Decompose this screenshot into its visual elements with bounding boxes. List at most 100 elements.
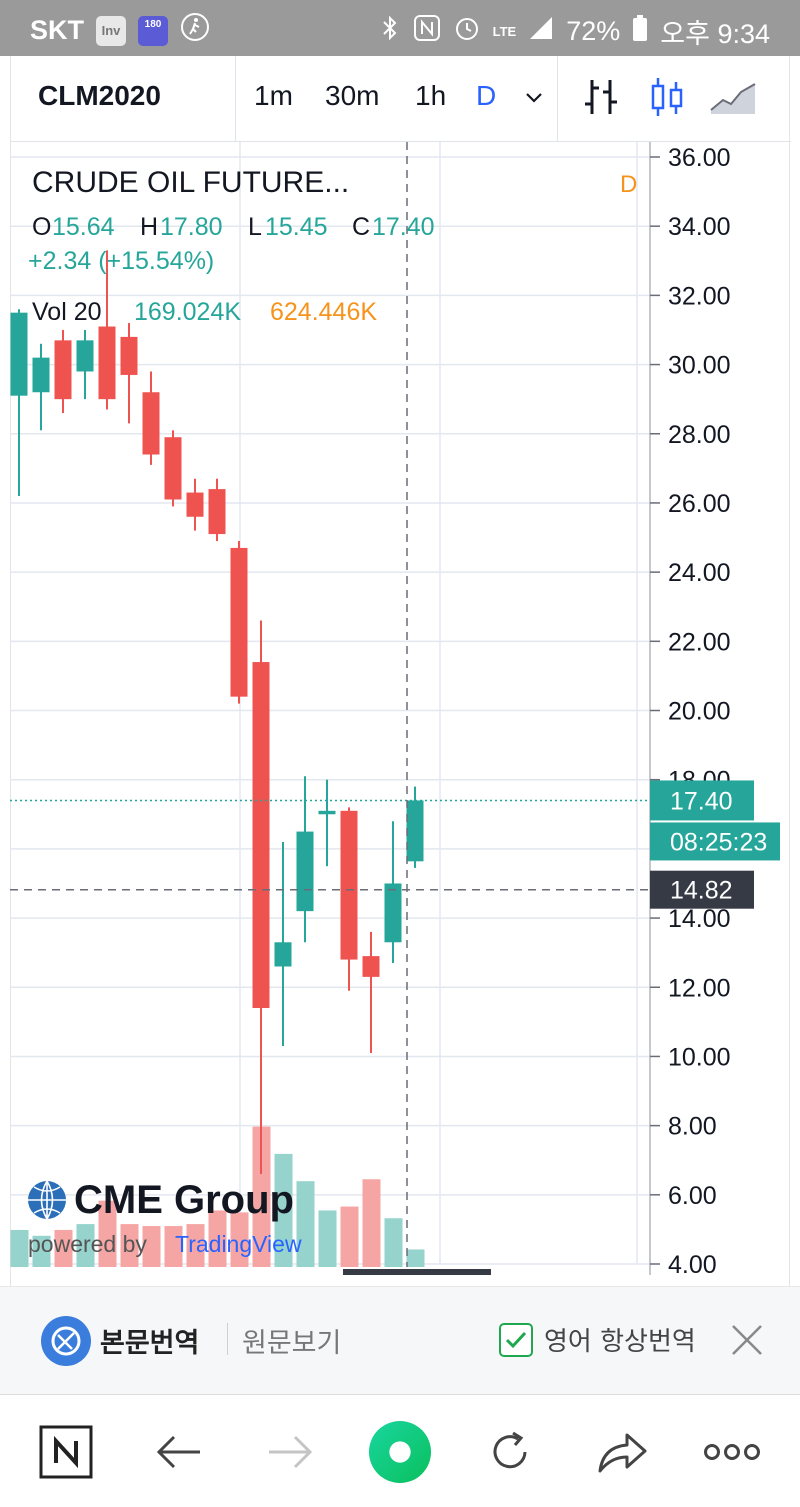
area-icon[interactable]	[709, 74, 757, 125]
time-axis-marker	[343, 1269, 491, 1275]
always-translate-label[interactable]: 영어 항상번역	[544, 1327, 696, 1357]
cme-logo-text: CME Group	[74, 1178, 294, 1222]
price-tick-label: 30.00	[668, 352, 731, 380]
volume-bar	[32, 1235, 51, 1267]
timeframe-30m[interactable]: 30m	[325, 80, 380, 111]
back-icon[interactable]	[147, 1420, 211, 1484]
countdown-label-bg	[650, 822, 780, 861]
candles-icon[interactable]	[647, 74, 687, 125]
translate-logo-icon[interactable]	[40, 1315, 92, 1371]
candle-body	[120, 336, 138, 375]
naver-n-icon[interactable]	[34, 1420, 98, 1484]
always-translate-checkbox[interactable]	[499, 1323, 533, 1361]
price-tick-label: 20.00	[668, 698, 731, 726]
candle-body	[76, 340, 94, 372]
volume-bar	[318, 1210, 337, 1267]
chart-widget: CLM2020 1m 30m 1h D	[10, 56, 791, 1286]
price-tick-label: 28.00	[668, 421, 731, 449]
legend-open-label: O	[32, 213, 51, 241]
last-price-label-bg	[650, 780, 754, 821]
volume-bar	[76, 1224, 95, 1267]
battery-icon	[632, 14, 648, 49]
volume-bar	[10, 1229, 29, 1267]
crosshair-price-label: 14.82	[670, 877, 733, 905]
legend-low: 15.45	[265, 213, 328, 241]
legend-close-label: C	[352, 213, 370, 241]
volume-bar	[362, 1179, 381, 1267]
crosshair-price-label-bg	[650, 870, 754, 909]
legend-close: 17.40	[372, 213, 435, 241]
timeframe-1h[interactable]: 1h	[415, 80, 447, 111]
bar-divider	[227, 1323, 228, 1355]
volume-bar	[186, 1224, 205, 1267]
volume-bar	[142, 1226, 161, 1267]
price-tick-label: 32.00	[668, 282, 731, 310]
volume-bar	[252, 1126, 271, 1267]
volume-bar	[54, 1229, 73, 1267]
home-green-icon[interactable]	[368, 1420, 432, 1484]
candle-body	[274, 942, 292, 967]
clock: 오후 9:34	[660, 19, 770, 49]
timeframe-1m[interactable]: 1m	[254, 80, 293, 111]
price-tick-label: 34.00	[668, 213, 731, 241]
translate-button[interactable]: 본문번역	[100, 1328, 200, 1359]
candle-body	[208, 489, 226, 535]
volume-bar	[406, 1249, 425, 1267]
tradingview-link[interactable]: TradingView	[175, 1231, 302, 1257]
legend-high-label: H	[140, 213, 158, 241]
candle-body	[230, 547, 248, 697]
price-tick-label: 8.00	[668, 1113, 717, 1141]
candle-body	[340, 810, 358, 960]
price-tick-label: 26.00	[668, 490, 731, 518]
volume-bar	[296, 1181, 315, 1267]
candle-body	[32, 357, 50, 393]
bluetooth-icon	[379, 13, 401, 50]
share-icon[interactable]	[590, 1420, 654, 1484]
candle-body	[142, 392, 160, 455]
original-button[interactable]: 원문보기	[242, 1328, 342, 1359]
close-icon[interactable]	[728, 1321, 766, 1363]
candle-body	[406, 800, 424, 862]
price-tick-label: 12.00	[668, 974, 731, 1002]
legend-high: 17.80	[160, 213, 223, 241]
last-price-label: 17.40	[670, 787, 733, 815]
alarm-icon	[453, 14, 481, 49]
cme-group-logo[interactable]: CME Group	[28, 1178, 294, 1222]
candle-body	[54, 340, 72, 400]
legend-change: +2.34 (+15.54%)	[28, 247, 214, 275]
chevron-down-icon[interactable]	[523, 86, 545, 113]
price-tick-label: 14.00	[668, 905, 731, 933]
candle-body	[362, 956, 380, 977]
more-icon[interactable]	[700, 1420, 764, 1484]
candle-body	[10, 312, 28, 396]
bottom-nav	[0, 1394, 800, 1507]
price-tick-label: 4.00	[668, 1251, 717, 1275]
legend-vol-label: Vol 20	[32, 298, 102, 326]
refresh-icon[interactable]	[478, 1420, 542, 1484]
price-tick-label: 6.00	[668, 1182, 717, 1210]
candle-body	[98, 326, 116, 400]
candle-body	[164, 437, 182, 500]
legend-open: 15.64	[52, 213, 115, 241]
volume-bar	[340, 1206, 359, 1267]
volume-bar	[274, 1153, 293, 1267]
battery-percent: 72%	[566, 16, 621, 46]
bars-icon[interactable]	[581, 74, 621, 125]
candle-body	[384, 883, 402, 943]
volume-bar	[120, 1224, 139, 1267]
timeframe-d[interactable]: D	[476, 80, 497, 111]
volume-bar	[164, 1226, 183, 1267]
legend-vol-ma: 624.446K	[270, 298, 377, 326]
walk-icon	[180, 12, 210, 49]
toolbar-divider	[557, 56, 558, 142]
legend-vol-value: 169.024K	[134, 298, 241, 326]
toolbar-divider	[235, 56, 236, 142]
price-chart[interactable]: CRUDE OIL FUTURE... D O 15.64 H 17.80 L …	[10, 142, 790, 1275]
nfc-icon	[413, 14, 441, 49]
forward-icon[interactable]	[258, 1420, 322, 1484]
volume-bar	[208, 1210, 227, 1267]
volume-bar	[230, 1212, 249, 1267]
translation-bar: 본문번역 원문보기 영어 항상번역	[0, 1286, 800, 1394]
legend-interval: D	[620, 171, 637, 198]
symbol-label[interactable]: CLM2020	[38, 80, 161, 111]
